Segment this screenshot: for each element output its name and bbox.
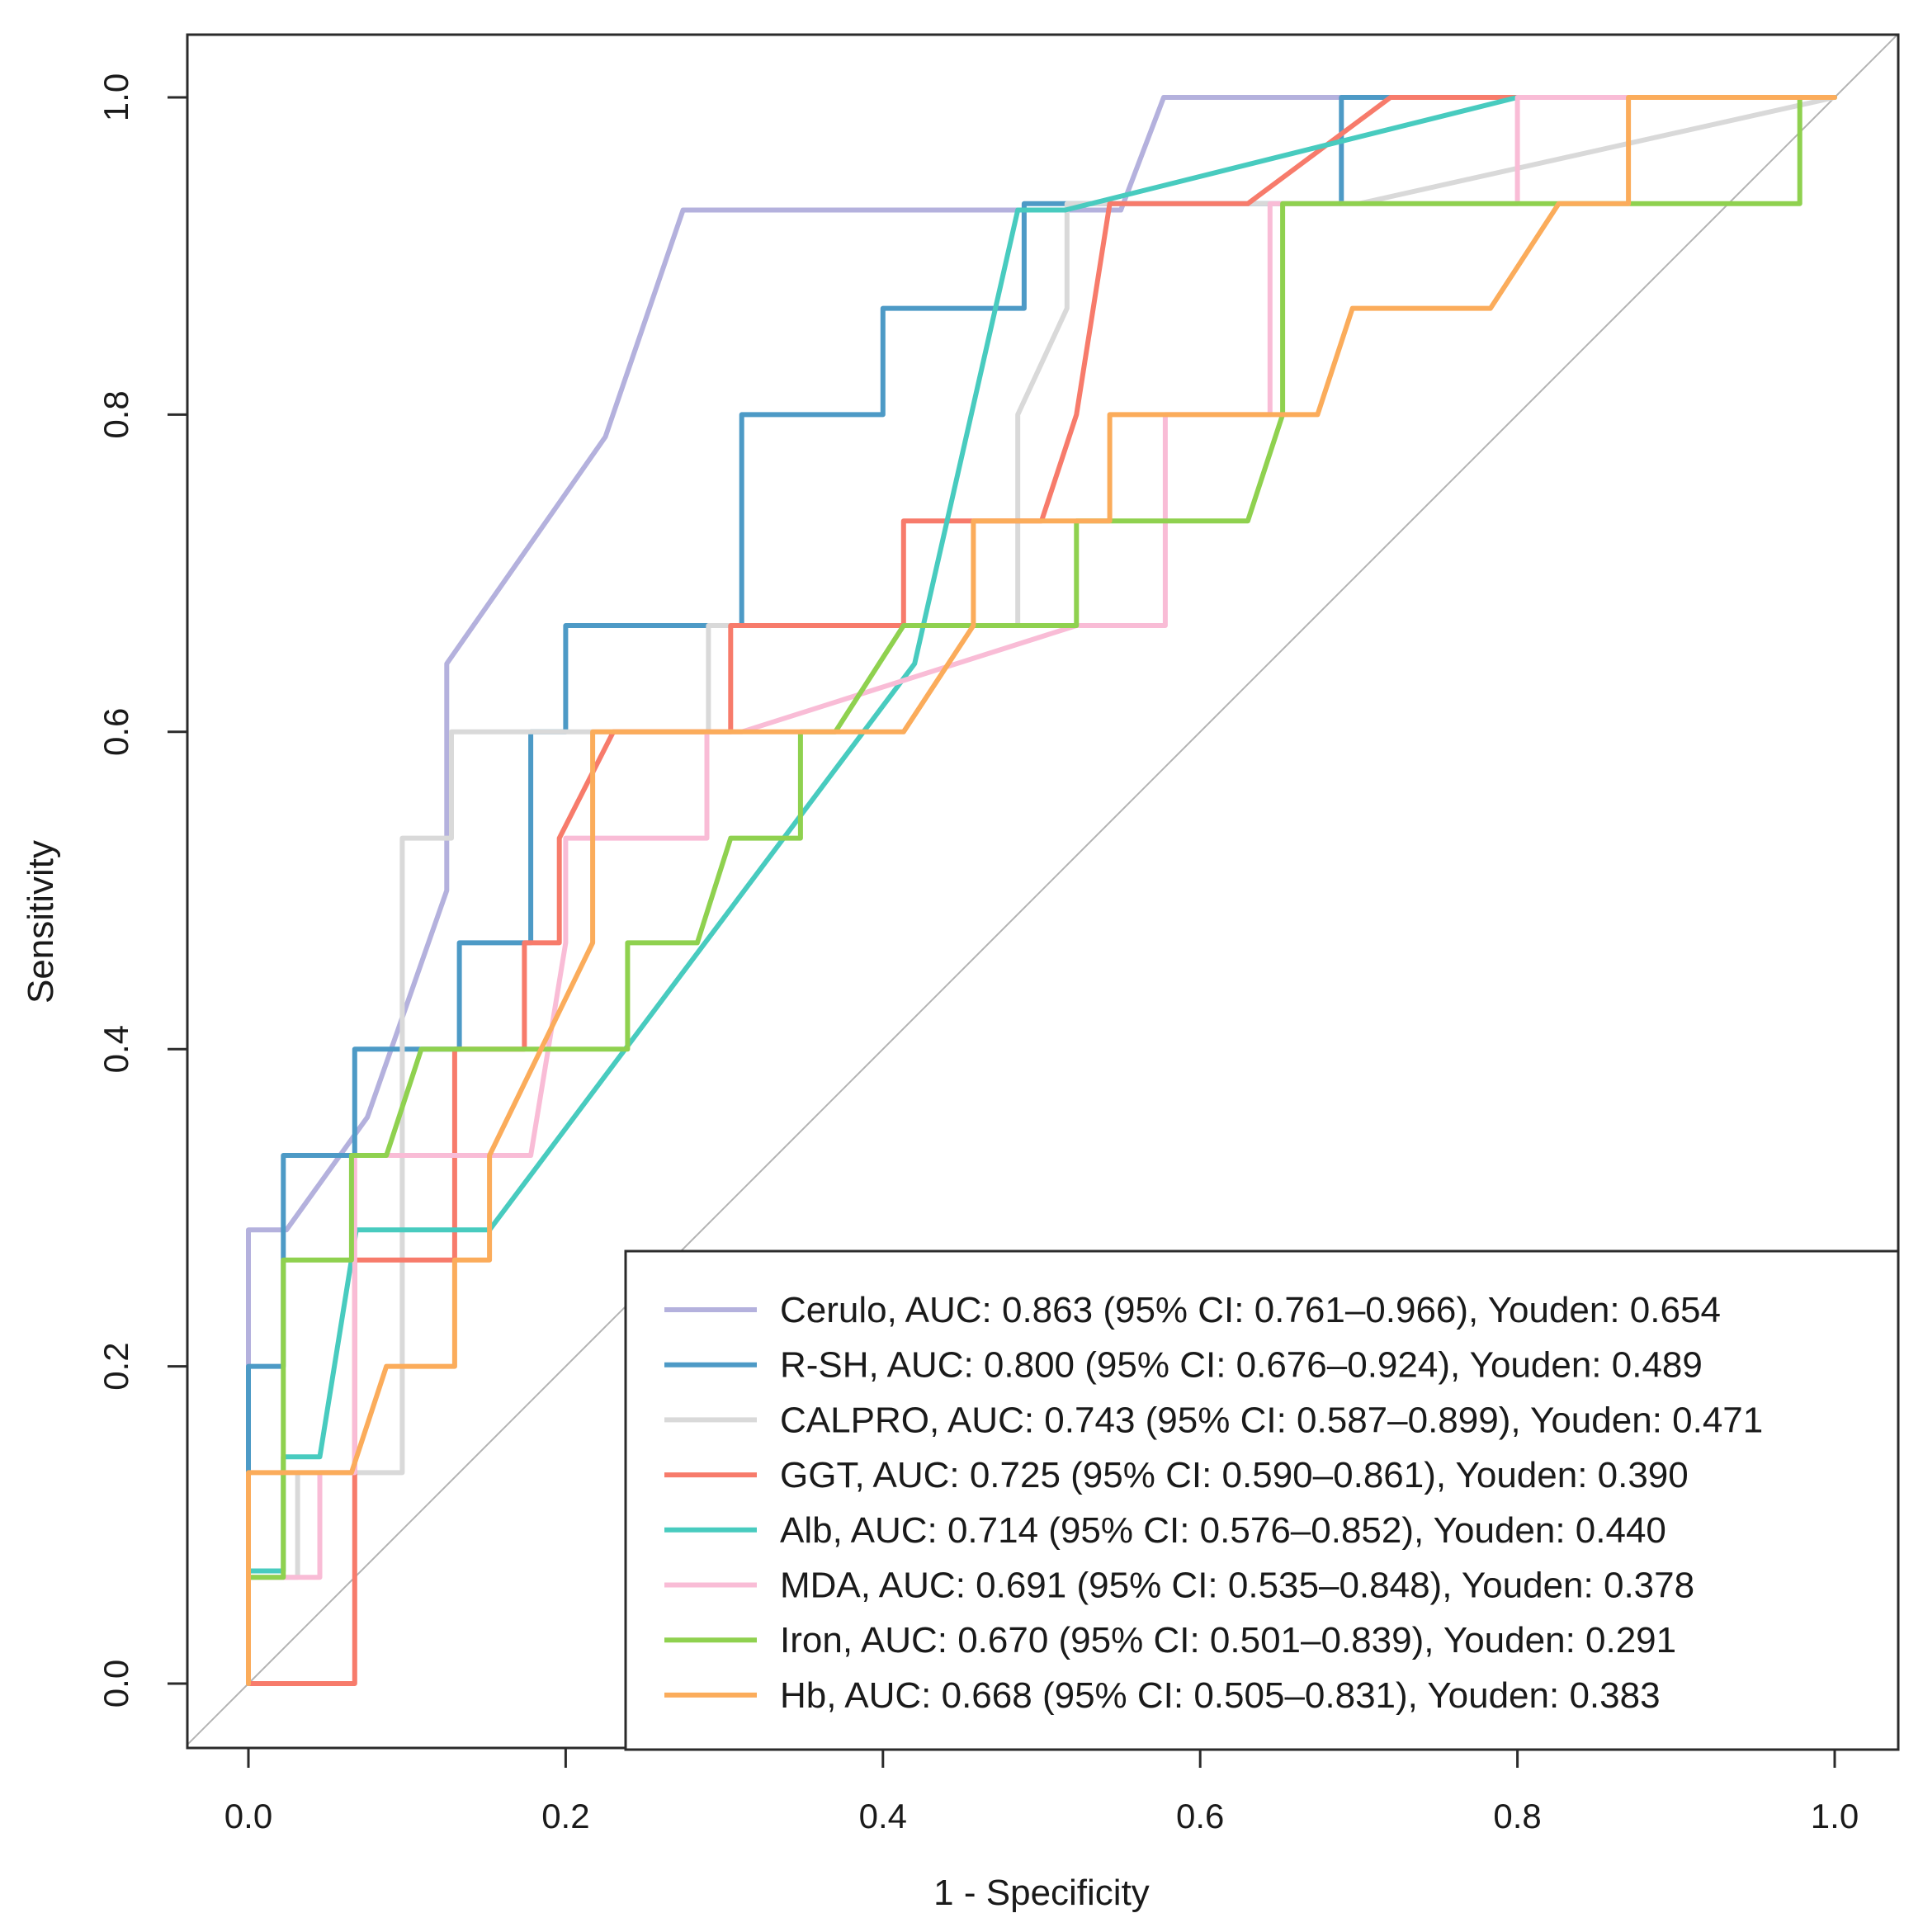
legend: Cerulo, AUC: 0.863 (95% CI: 0.761–0.966)… bbox=[624, 1249, 1900, 1751]
roc-curve-iron bbox=[246, 95, 1837, 1580]
x-axis-title: 1 - Specificity bbox=[933, 1873, 1150, 1913]
roc-curve-cerulo bbox=[246, 95, 1837, 1686]
y-tick-label: 0.8 bbox=[97, 390, 135, 438]
legend-box bbox=[624, 1249, 1900, 1751]
legend-label: Iron, AUC: 0.670 (95% CI: 0.501–0.839), … bbox=[780, 1620, 1676, 1660]
legend-entry: Iron, AUC: 0.670 (95% CI: 0.501–0.839), … bbox=[664, 1620, 1676, 1660]
roc-curve-mda bbox=[246, 95, 1837, 1686]
x-tick-label: 0.4 bbox=[859, 1797, 907, 1835]
roc-curve-calpro bbox=[246, 95, 1837, 1686]
legend-entry: MDA, AUC: 0.691 (95% CI: 0.535–0.848), Y… bbox=[664, 1566, 1694, 1606]
legend-entry: Cerulo, AUC: 0.863 (95% CI: 0.761–0.966)… bbox=[664, 1290, 1721, 1330]
x-tick-label: 0.2 bbox=[541, 1797, 589, 1835]
y-tick-label: 0.0 bbox=[97, 1660, 135, 1708]
legend-entry: Alb, AUC: 0.714 (95% CI: 0.576–0.852), Y… bbox=[664, 1510, 1666, 1551]
legend-entry: GGT, AUC: 0.725 (95% CI: 0.590–0.861), Y… bbox=[664, 1455, 1689, 1495]
x-tick-label: 0.6 bbox=[1176, 1797, 1224, 1835]
diagonal-line bbox=[187, 35, 1898, 1746]
legend-label: R-SH, AUC: 0.800 (95% CI: 0.676–0.924), … bbox=[780, 1345, 1703, 1386]
roc-curve-hb bbox=[246, 95, 1837, 1686]
y-tick-label: 1.0 bbox=[97, 73, 135, 121]
legend-label: CALPRO, AUC: 0.743 (95% CI: 0.587–0.899)… bbox=[780, 1400, 1763, 1440]
x-tick-label: 0.0 bbox=[224, 1797, 272, 1835]
legend-label: MDA, AUC: 0.691 (95% CI: 0.535–0.848), Y… bbox=[780, 1566, 1694, 1606]
legend-label: Cerulo, AUC: 0.863 (95% CI: 0.761–0.966)… bbox=[780, 1290, 1721, 1330]
x-tick-label: 1.0 bbox=[1811, 1797, 1859, 1835]
reference-diagonal bbox=[187, 35, 1898, 1746]
y-tick-label: 0.2 bbox=[97, 1342, 135, 1390]
legend-label: Hb, AUC: 0.668 (95% CI: 0.505–0.831), Yo… bbox=[780, 1675, 1661, 1716]
legend-label: Alb, AUC: 0.714 (95% CI: 0.576–0.852), Y… bbox=[780, 1510, 1666, 1551]
legend-entry: R-SH, AUC: 0.800 (95% CI: 0.676–0.924), … bbox=[664, 1345, 1703, 1386]
legend-label: GGT, AUC: 0.725 (95% CI: 0.590–0.861), Y… bbox=[780, 1455, 1689, 1495]
roc-curve-alb bbox=[246, 95, 1837, 1686]
legend-entry: CALPRO, AUC: 0.743 (95% CI: 0.587–0.899)… bbox=[664, 1400, 1763, 1440]
y-tick-label: 0.4 bbox=[97, 1025, 135, 1073]
y-tick-label: 0.6 bbox=[97, 708, 135, 756]
legend-entry: Hb, AUC: 0.668 (95% CI: 0.505–0.831), Yo… bbox=[664, 1675, 1661, 1716]
x-tick-label: 0.8 bbox=[1493, 1797, 1541, 1835]
roc-curves bbox=[246, 95, 1837, 1686]
y-axis: 0.0 0.2 0.4 0.6 0.8 1.0 bbox=[97, 73, 189, 1708]
y-axis-title: Sensitivity bbox=[21, 840, 61, 1004]
